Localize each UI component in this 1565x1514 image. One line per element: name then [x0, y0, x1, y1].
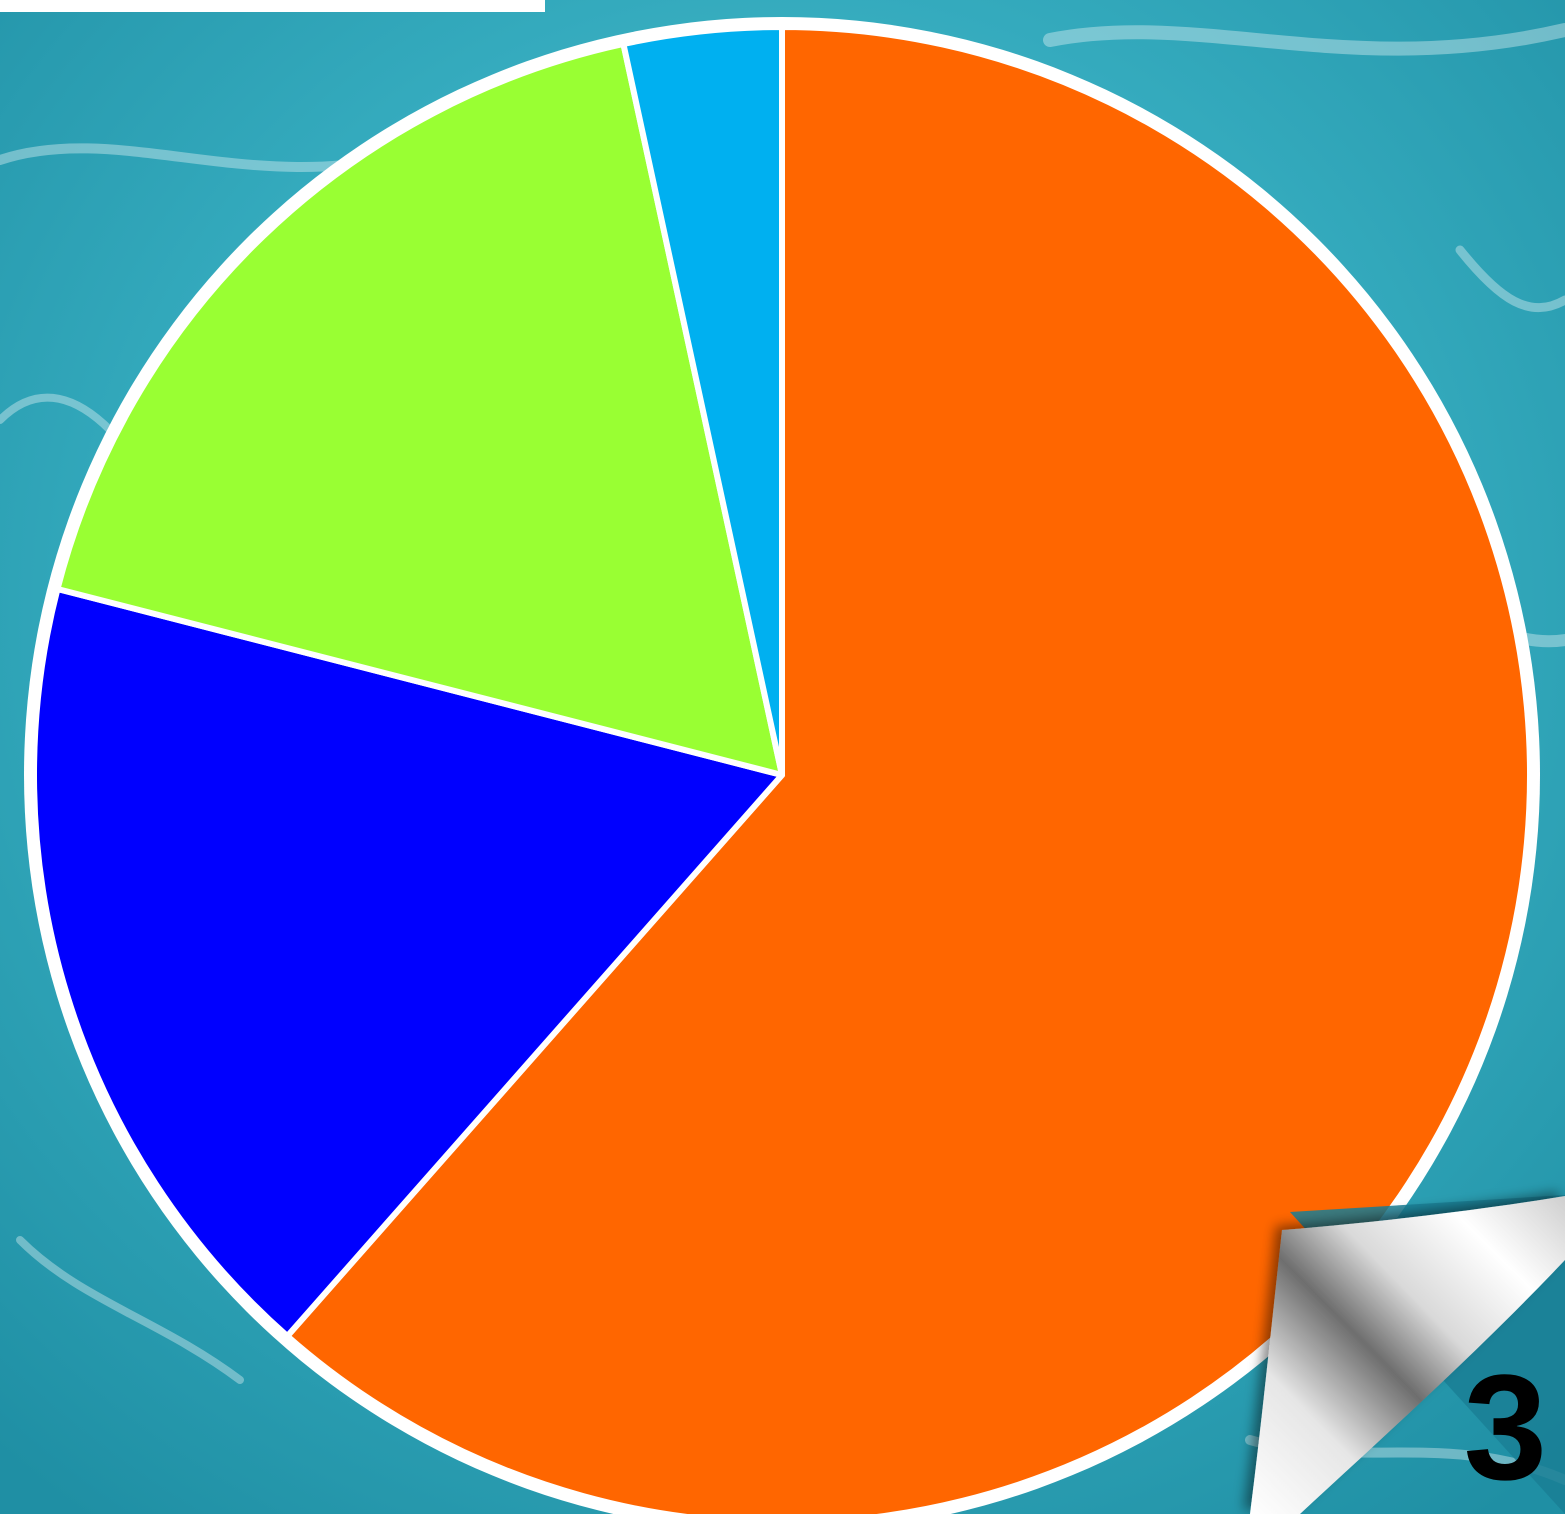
page-curl: [1250, 1195, 1565, 1514]
pie-slice-1: [284, 24, 1533, 1514]
pie-slice-2: [31, 585, 785, 1340]
page-curl-flap: [1250, 1196, 1565, 1514]
page-number: 3: [1463, 1343, 1547, 1511]
pie-chart: [24, 17, 1540, 1514]
pie-slice-3: [54, 41, 785, 778]
pie-slice-4: [620, 24, 785, 778]
top-left-white-box: [0, 0, 545, 12]
